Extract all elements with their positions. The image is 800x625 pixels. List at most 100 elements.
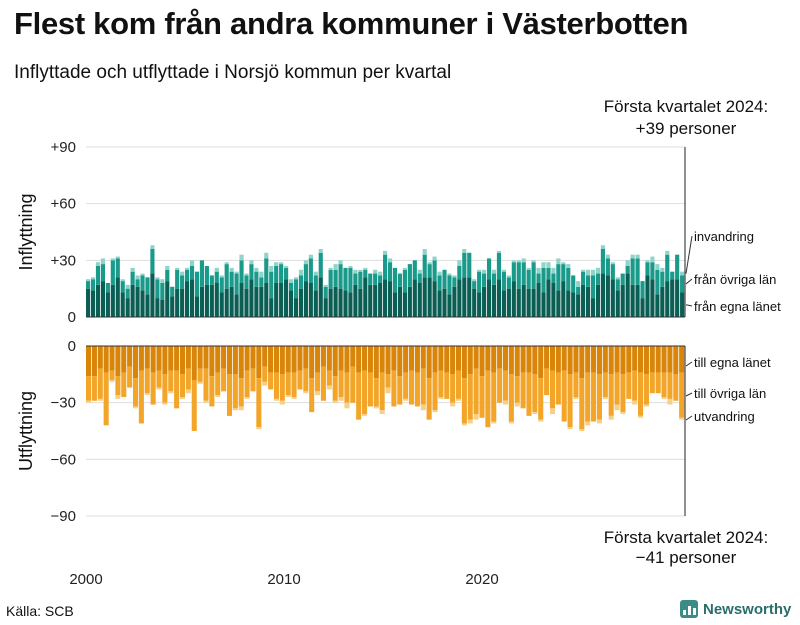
bar-segment [209,284,214,317]
bar-segment [585,275,591,287]
bar-segment [180,288,185,317]
bar-segment [162,346,168,375]
bar-segment [638,372,644,416]
bar-segment [338,370,344,397]
bar-segment [555,372,561,405]
bar-segment [160,300,165,317]
bar-segment [450,374,456,403]
bar-segment [378,271,383,276]
bar-segment [284,267,289,280]
bar-segment [532,374,538,413]
bar-segment [462,249,467,253]
bar-segment [511,281,516,317]
bar-segment [437,275,442,291]
bar-segment [462,252,467,278]
bar-segment [482,273,487,287]
bar-segment [268,372,274,390]
bar-segment [309,346,315,379]
bar-segment [180,271,185,276]
bar-segment [414,372,420,407]
bar-segment [403,346,409,373]
bar-segment [457,266,462,280]
bar-segment [86,281,91,289]
bar-segment [125,298,130,317]
bar-segment [259,277,264,287]
bar-segment [432,256,437,261]
y-tick-label: +30 [51,252,76,269]
bar-segment [387,262,393,282]
bar-segment [203,368,209,401]
bar-segment [667,372,673,399]
bar-segment [452,275,457,278]
bar-segment [127,366,133,388]
bar-segment [95,262,101,266]
bar-segment [97,398,103,401]
bar-segment [249,264,254,280]
bar-segment [407,286,412,317]
bar-segment [291,346,297,373]
bar-segment [667,398,673,405]
bar-segment [600,249,605,274]
bar-segment [581,271,586,285]
bar-segment [179,397,186,399]
bar-segment [680,271,685,276]
bar-segment [670,271,675,280]
bar-segment [273,372,279,399]
bar-segment [244,346,250,371]
bar-segment [452,286,457,317]
bar-segment [585,269,591,276]
bar-segment [348,266,353,268]
bar-segment [585,346,591,373]
bar-segment [402,292,407,317]
bar-segment [199,286,205,317]
bar-segment [461,423,467,426]
bar-segment [175,267,180,270]
bar-segment [344,402,350,409]
bar-segment [561,281,566,317]
legend-label: invandring [694,229,754,244]
y-tick-label: −90 [51,508,76,525]
bar-segment [109,346,115,371]
bar-segment [326,385,332,390]
bar-segment [397,346,403,377]
bar-segment [437,290,442,317]
bar-segment [506,288,511,317]
bar-segment [455,346,462,371]
bar-segment [168,391,174,394]
bar-segment [348,292,353,317]
bar-segment [520,372,526,409]
bar-segment [203,346,209,369]
bar-segment [573,372,579,397]
bar-segment [491,346,497,373]
bar-segment [120,281,125,293]
bar-segment [338,288,343,317]
bar-segment [174,370,180,409]
bar-segment [417,273,422,283]
bar-segment [298,275,304,289]
bar-segment [501,269,506,272]
bar-segment [379,410,385,414]
bar-segment [264,258,269,283]
bar-segment [145,294,150,317]
bar-segment [526,288,531,317]
bar-segment [502,400,509,405]
bar-segment [521,258,526,263]
bar-segment [150,273,155,317]
bar-segment [215,372,221,396]
bar-segment [660,286,665,317]
bar-segment [323,286,328,299]
bar-segment [279,262,284,265]
bar-segment [496,250,502,253]
bar-segment [511,262,516,282]
bar-segment [567,346,573,375]
bar-segment [333,269,338,287]
bar-segment [497,368,503,403]
bar-segment [367,372,373,407]
bar-segment [254,267,259,272]
bar-segment [97,368,103,399]
bar-segment [585,286,591,317]
bar-segment [432,346,438,373]
bar-segment [485,370,491,428]
bar-segment [675,254,680,280]
bar-segment [579,346,585,379]
